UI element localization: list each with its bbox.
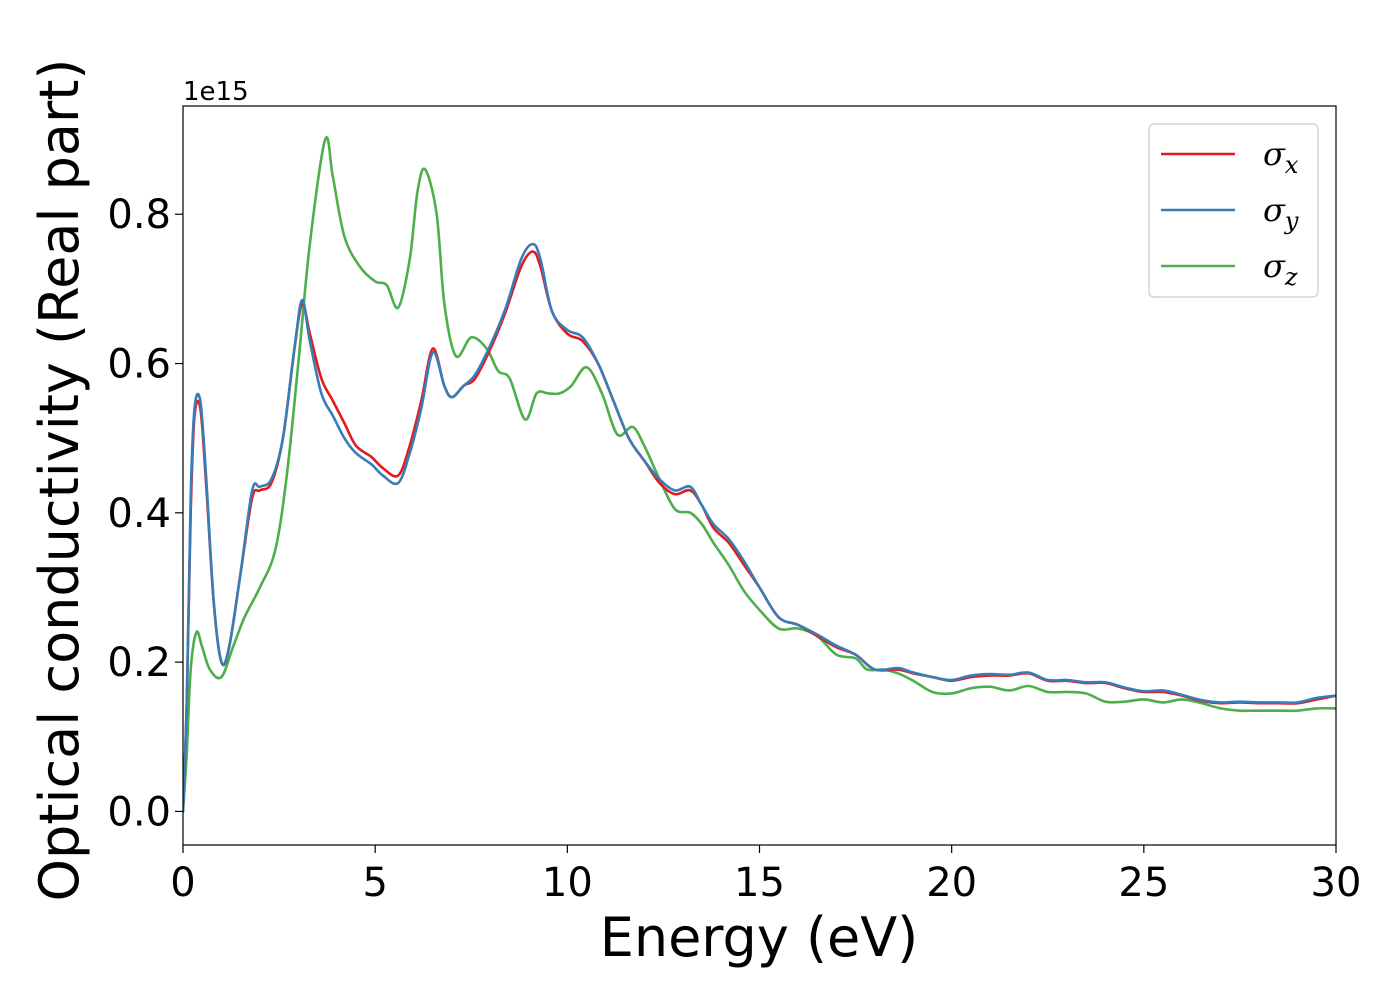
series-lines	[183, 136, 1336, 813]
x-tick-label: 20	[926, 860, 977, 906]
y-tick-label: 0.8	[107, 192, 171, 238]
y-tick-label: 0.6	[107, 342, 171, 388]
x-tick-label: 5	[362, 860, 387, 906]
axis-ticks: 0 5 10 15 20 25 30 0.0 0.2 0.4 0.6 0.8	[107, 192, 1361, 906]
y-axis-label: Optical conductivity (Real part)	[28, 59, 91, 902]
y-tick-label: 0.2	[107, 640, 171, 686]
x-tick-label: 10	[542, 860, 593, 906]
y-tick-label: 0.0	[107, 789, 171, 835]
x-tick-label: 25	[1118, 860, 1169, 906]
legend: σx σy σz	[1148, 123, 1319, 298]
x-tick-label: 30	[1311, 860, 1362, 906]
x-tick-label: 0	[170, 860, 195, 906]
series-line-y	[183, 242, 1336, 813]
legend-label-y: σy	[1263, 191, 1299, 235]
y-offset-label: 1e15	[183, 77, 249, 107]
legend-label-z: σz	[1263, 247, 1298, 291]
plot-area	[182, 105, 1337, 846]
legend-label-x: σx	[1263, 135, 1299, 179]
series-line-z	[183, 136, 1336, 813]
x-tick-label: 15	[734, 860, 785, 906]
y-tick-label: 0.4	[107, 491, 171, 537]
x-axis-label: Energy (eV)	[600, 906, 919, 969]
